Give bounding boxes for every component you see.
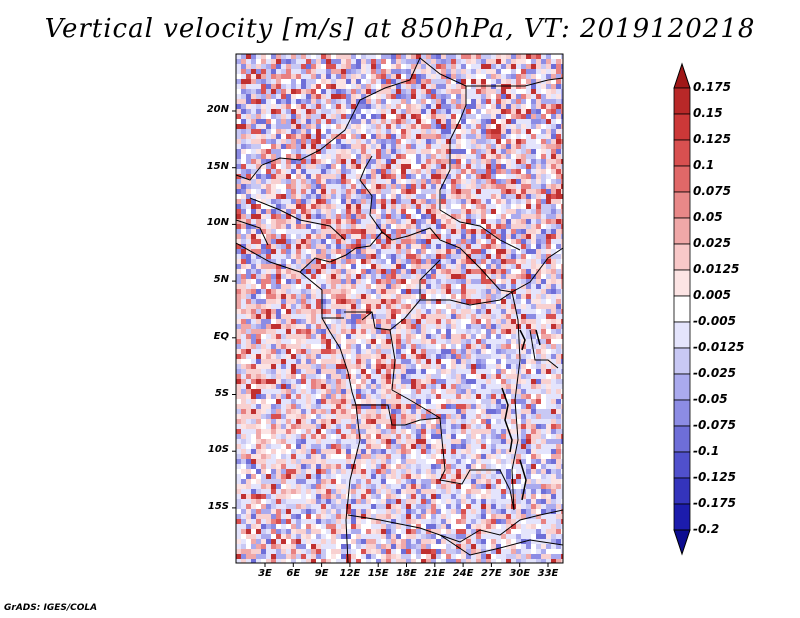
colorbar-swatch bbox=[673, 165, 691, 193]
lake-outlines bbox=[501, 329, 541, 501]
country-borders bbox=[236, 57, 563, 563]
lon-label: 27E bbox=[481, 568, 502, 579]
lon-label: 6E bbox=[286, 568, 301, 579]
colorbar-label: -0.1 bbox=[693, 444, 720, 458]
lon-label: 33E bbox=[537, 568, 559, 579]
colorbar-swatch bbox=[673, 347, 691, 375]
lat-label: 15S bbox=[207, 500, 229, 512]
lat-label: 5N bbox=[213, 274, 229, 286]
velocity-field bbox=[236, 54, 563, 563]
colorbar-label: 0.005 bbox=[693, 288, 731, 302]
colorbar-label: -0.075 bbox=[693, 418, 736, 432]
lon-label: 21E bbox=[424, 568, 446, 579]
colorbar-swatch bbox=[673, 269, 691, 297]
footer-credit: GrADS: IGES/COLA bbox=[4, 603, 98, 613]
colorbar-label: 0.0125 bbox=[693, 262, 740, 276]
map-frame bbox=[235, 53, 564, 564]
lon-label: 3E bbox=[258, 568, 272, 579]
colorbar-label: -0.0125 bbox=[693, 340, 745, 354]
colorbar-label: 0.05 bbox=[693, 210, 723, 224]
lat-label: 15N bbox=[206, 160, 229, 172]
colorbar-label: -0.175 bbox=[693, 496, 736, 510]
lat-label: EQ bbox=[213, 330, 229, 342]
lon-label: 9E bbox=[314, 568, 329, 579]
colorbar-bottom-arrow bbox=[673, 529, 691, 556]
latitude-ticks bbox=[232, 110, 236, 509]
map-title: Vertical velocity [m/s] at 850hPa, VT: 2… bbox=[44, 14, 756, 44]
colorbar-swatch bbox=[673, 139, 691, 167]
colorbar-swatch bbox=[673, 399, 691, 427]
lon-label: 24E bbox=[452, 568, 474, 579]
lat-label: 10S bbox=[207, 444, 229, 456]
colorbar-label: 0.125 bbox=[693, 132, 731, 146]
lon-label: 12E bbox=[339, 568, 361, 579]
colorbar-swatch bbox=[673, 503, 691, 531]
colorbar-swatch bbox=[673, 451, 691, 479]
lon-label: 30E bbox=[509, 568, 531, 579]
colorbar-label: -0.025 bbox=[693, 366, 736, 380]
colorbar-swatch bbox=[673, 321, 691, 349]
lat-label: 5S bbox=[214, 387, 229, 399]
colorbar-swatch bbox=[673, 87, 691, 115]
colorbar-label: 0.025 bbox=[693, 236, 731, 250]
colorbar-swatch bbox=[673, 243, 691, 271]
longitude-ticks bbox=[264, 563, 549, 567]
colorbar-swatch bbox=[673, 113, 691, 141]
lon-label: 18E bbox=[396, 568, 417, 579]
colorbar-label: -0.005 bbox=[693, 314, 736, 328]
colorbar-top-arrow bbox=[673, 62, 691, 89]
colorbar-label: -0.2 bbox=[693, 522, 720, 536]
lat-label: 10N bbox=[206, 217, 229, 229]
colorbar-swatch bbox=[673, 477, 691, 505]
colorbar-label: -0.125 bbox=[693, 470, 736, 484]
colorbar-label: -0.05 bbox=[693, 392, 728, 406]
colorbar-label: 0.1 bbox=[693, 158, 715, 172]
colorbar-label: 0.075 bbox=[693, 184, 731, 198]
colorbar-swatch bbox=[673, 191, 691, 219]
lat-label: 20N bbox=[206, 104, 229, 115]
lon-label: 15E bbox=[367, 568, 389, 579]
colorbar-label: 0.175 bbox=[693, 80, 731, 94]
colorbar-swatch bbox=[673, 373, 691, 401]
colorbar-swatch bbox=[673, 425, 691, 453]
colorbar-label: 0.15 bbox=[693, 106, 723, 120]
colorbar-swatch bbox=[673, 295, 691, 323]
colorbar-swatch bbox=[673, 217, 691, 245]
